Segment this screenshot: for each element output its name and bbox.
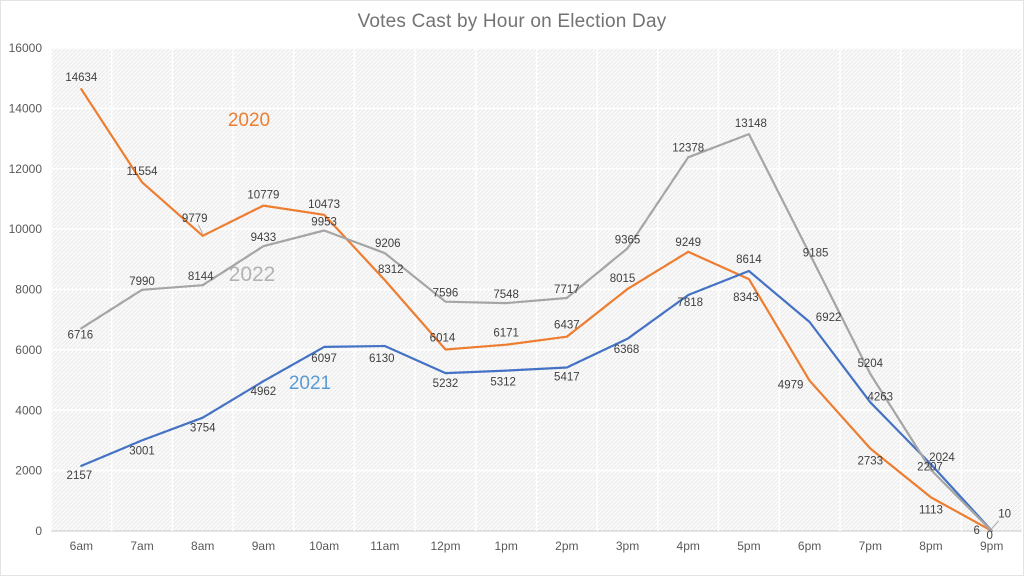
x-axis-tick-label: 2pm xyxy=(555,539,578,553)
series-label-2020: 2020 xyxy=(228,110,270,131)
label-leader-line xyxy=(991,520,1000,529)
data-label-2022: 7596 xyxy=(433,288,459,300)
data-label-2021: 6368 xyxy=(614,344,640,356)
data-label-2020: 6437 xyxy=(554,320,580,332)
x-axis-tick-label: 9am xyxy=(252,539,275,553)
data-label-2022: 9365 xyxy=(615,234,641,246)
x-axis-tick-label: 6pm xyxy=(798,539,821,553)
data-label-2020: 8343 xyxy=(733,292,759,304)
data-label-2020: 11554 xyxy=(126,166,158,178)
data-label-2021: 6922 xyxy=(816,312,842,324)
y-axis-tick-label: 12000 xyxy=(9,162,43,176)
data-label-2021: 6130 xyxy=(369,353,395,365)
x-axis-tick-label: 3pm xyxy=(616,539,639,553)
y-axis-tick-label: 4000 xyxy=(15,403,42,417)
data-label-2021: 2207 xyxy=(917,461,943,473)
data-label-2020: 6171 xyxy=(493,328,519,340)
y-axis-tick-label: 2000 xyxy=(15,464,42,478)
data-label-2020: 9249 xyxy=(675,237,701,249)
x-axis-tick-label: 10am xyxy=(309,539,339,553)
data-label-2021: 2157 xyxy=(67,470,93,482)
x-axis-tick-label: 8pm xyxy=(919,539,942,553)
x-axis-tick-label: 6am xyxy=(70,539,93,553)
x-axis-tick-label: 8am xyxy=(191,539,214,553)
data-label-2022: 5204 xyxy=(857,358,883,370)
data-label-2021: 6097 xyxy=(311,353,337,365)
y-axis-tick-label: 14000 xyxy=(9,101,43,115)
data-label-2022: 9953 xyxy=(311,217,337,229)
data-label-2021: 8614 xyxy=(736,254,762,266)
x-axis-tick-label: 7am xyxy=(130,539,153,553)
data-label-2020: 10473 xyxy=(308,199,340,211)
data-label-2022: 8144 xyxy=(188,271,214,283)
x-axis-tick-label: 1pm xyxy=(494,539,517,553)
x-axis-tick-label: 4pm xyxy=(677,539,700,553)
data-label-2020: 1113 xyxy=(919,504,943,516)
data-label-2022: 0 xyxy=(986,530,992,542)
series-line-2020 xyxy=(80,88,993,532)
data-label-2020: 14634 xyxy=(65,72,98,84)
x-axis-tick-label: 5pm xyxy=(737,539,760,553)
y-axis-tick-label: 10000 xyxy=(9,222,43,236)
y-axis-tick-label: 8000 xyxy=(15,283,42,297)
data-label-2020: 6 xyxy=(973,525,979,537)
data-label-2020: 8312 xyxy=(378,264,404,276)
data-label-2020: 2733 xyxy=(857,455,883,467)
data-label-2021: 5417 xyxy=(554,371,580,383)
series-line-2021 xyxy=(80,269,993,532)
data-label-2022: 9206 xyxy=(375,238,401,250)
data-label-2021: 4263 xyxy=(867,391,893,403)
series-line-2022 xyxy=(80,133,993,533)
y-axis-tick-label: 0 xyxy=(35,524,42,538)
data-label-2021: 5312 xyxy=(490,377,516,389)
x-axis-tick-label: 9pm xyxy=(980,539,1003,553)
data-label-2020: 9779 xyxy=(182,213,208,225)
data-label-2022: 7990 xyxy=(129,276,155,288)
data-label-2021: 7818 xyxy=(677,297,703,309)
data-label-2022: 13148 xyxy=(735,118,767,130)
data-label-2022: 6716 xyxy=(68,329,94,341)
data-label-2022: 7717 xyxy=(554,284,580,296)
y-axis-tick-label: 6000 xyxy=(15,343,42,357)
x-axis-tick-label: 11am xyxy=(370,539,399,553)
data-label-2021: 3001 xyxy=(129,445,155,457)
data-label-2020: 4979 xyxy=(778,380,804,392)
data-label-2020: 6014 xyxy=(430,332,456,344)
data-label-2021: 5232 xyxy=(433,378,459,390)
series-label-2022: 2022 xyxy=(229,263,276,286)
data-label-2021: 3754 xyxy=(190,423,216,435)
data-label-2020: 8015 xyxy=(610,273,636,285)
data-label-2022: 9185 xyxy=(803,248,829,260)
data-label-2020: 10779 xyxy=(247,190,279,202)
data-label-2021: 4962 xyxy=(251,386,277,398)
x-axis-tick-label: 7pm xyxy=(859,539,882,553)
chart-title: Votes Cast by Hour on Election Day xyxy=(357,11,667,32)
series-label-2021: 2021 xyxy=(289,373,331,394)
data-label-2022: 9433 xyxy=(251,232,277,244)
x-axis-tick-label: 12pm xyxy=(430,539,460,553)
data-label-2022: 2024 xyxy=(929,452,955,464)
data-label-2021: 10 xyxy=(998,509,1011,521)
data-label-2022: 12378 xyxy=(672,142,704,154)
y-axis-tick-label: 16000 xyxy=(9,41,43,55)
label-leader-line xyxy=(197,224,204,234)
data-label-2022: 7548 xyxy=(493,289,519,301)
